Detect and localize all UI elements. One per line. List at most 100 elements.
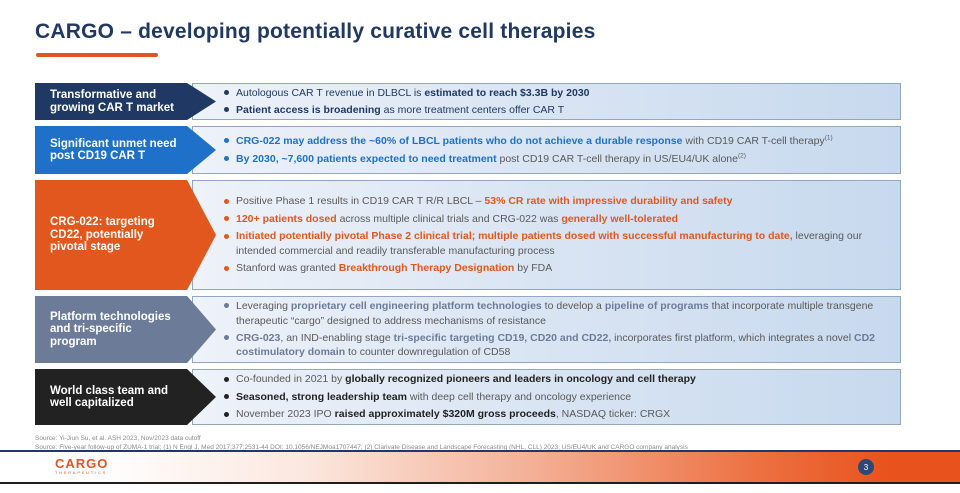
cargo-logo: CARGO THERAPEUTICS	[55, 457, 108, 475]
bullet-text: Positive Phase 1 results in CD19 CAR T R…	[236, 195, 732, 207]
bullet-text: Autologous CAR T revenue in DLBCL is est…	[236, 87, 590, 99]
page-number: 3	[863, 462, 869, 472]
bullet-item: By 2030, ~7,600 patients expected to nee…	[223, 152, 888, 166]
bullet-text: CRG-023, an IND-enabling stage tri-speci…	[236, 332, 875, 358]
text-segment: pipeline of programs	[604, 300, 709, 313]
footer-bar: CARGO THERAPEUTICS 3	[0, 452, 960, 482]
bullet-item: CRG-022 may address the ~60% of LBCL pat…	[223, 134, 888, 148]
title-underline	[36, 53, 158, 57]
footnotes: Source: Yi-Jiun Su, et al. ASH 2023, Nov…	[35, 434, 688, 452]
footnote-line-2: Source: Five-year follow-up of ZUMA-1 tr…	[35, 444, 688, 452]
bullet-list: Autologous CAR T revenue in DLBCL is est…	[193, 80, 900, 124]
bullet-item: Initiated potentially pivotal Phase 2 cl…	[223, 229, 888, 258]
row-arrow: Transformative and growing CAR T market	[35, 83, 216, 120]
text-segment: , an IND-enabling stage	[280, 332, 394, 344]
text-segment: estimated to reach $3.3B by 2030	[424, 86, 590, 99]
feature-row: CRG-022: targeting CD22, potentially piv…	[35, 180, 901, 290]
text-segment: with CD19 CAR T-cell therapy	[682, 135, 825, 148]
text-segment: 53% CR rate with impressive durability a…	[484, 195, 733, 208]
bullet-item: Autologous CAR T revenue in DLBCL is est…	[223, 86, 888, 100]
text-segment: globally recognized pioneers and leaders…	[345, 373, 696, 386]
bullet-list: Leveraging proprietary cell engineering …	[193, 293, 900, 366]
text-segment: Leveraging	[236, 300, 291, 313]
text-segment: Patient access is broadening	[236, 104, 381, 116]
bullet-dot-icon	[224, 155, 229, 161]
bullet-item: Stanford was granted Breakthrough Therap…	[223, 261, 888, 275]
text-segment: generally well-tolerated	[561, 212, 679, 225]
row-content-box: Co-founded in 2021 by globally recognize…	[192, 369, 901, 425]
bullet-dot-icon	[224, 138, 229, 144]
bottom-border-line	[0, 482, 960, 484]
logo-wordmark: CARGO	[55, 456, 109, 471]
bullet-dot-icon	[224, 216, 229, 222]
text-segment: Breakthrough Therapy Designation	[338, 262, 515, 275]
text-segment: 120+ patients dosed	[236, 212, 337, 225]
bullet-text: Seasoned, strong leadership team with de…	[236, 391, 631, 403]
text-segment: post CD19 CAR T-cell therapy in US/EU4/U…	[496, 152, 738, 165]
footer-separator-line	[0, 450, 960, 452]
bullet-list: Co-founded in 2021 by globally recognize…	[193, 366, 900, 427]
bullet-text: Co-founded in 2021 by globally recognize…	[236, 373, 696, 385]
bullet-item: November 2023 IPO raised approximately $…	[223, 407, 888, 421]
slide-title: CARGO – developing potentially curative …	[35, 20, 596, 43]
page-number-badge: 3	[858, 459, 874, 475]
bullet-item: Seasoned, strong leadership team with de…	[223, 390, 888, 404]
text-segment: CRG-023	[236, 332, 281, 344]
bullet-text: Initiated potentially pivotal Phase 2 cl…	[236, 230, 862, 256]
feature-row: World class team and well capitalized Co-…	[35, 369, 901, 425]
feature-row: Significant unmet need post CD19 CAR T CR…	[35, 126, 901, 174]
text-segment: , NASDAQ ticker: CRGX	[555, 408, 671, 421]
bullet-dot-icon	[224, 303, 229, 309]
text-segment: as more treatment centers offer CAR T	[380, 104, 565, 116]
bullet-dot-icon	[224, 198, 229, 204]
row-content-box: Autologous CAR T revenue in DLBCL is est…	[192, 83, 901, 120]
row-arrow-label: Platform technologies and tri-specific p…	[50, 310, 171, 348]
text-segment: with deep cell therapy and oncology expe…	[406, 390, 632, 403]
bullet-text: 120+ patients dosed across multiple clin…	[236, 213, 678, 225]
text-segment: across multiple clinical trials and CRG-…	[336, 212, 562, 225]
text-segment: Stanford was granted	[236, 262, 339, 275]
logo-subtitle: THERAPEUTICS	[55, 470, 108, 475]
text-segment: Co-founded in 2021 by	[236, 373, 346, 386]
row-content-box: CRG-022 may address the ~60% of LBCL pat…	[192, 126, 901, 174]
bullet-item: Leveraging proprietary cell engineering …	[223, 299, 888, 328]
row-arrow: World class team and well capitalized	[35, 369, 216, 425]
text-segment: by FDA	[514, 262, 553, 275]
text-segment: that incorporate multiple transgene ther…	[236, 300, 874, 327]
bullet-dot-icon	[224, 233, 229, 239]
row-content-box: Leveraging proprietary cell engineering …	[192, 296, 901, 363]
row-arrow-label: Significant unmet need post CD19 CAR T	[50, 137, 177, 162]
text-segment: (2)	[738, 152, 746, 159]
bullet-item: CRG-023, an IND-enabling stage tri-speci…	[223, 331, 888, 360]
bullet-item: Positive Phase 1 results in CD19 CAR T R…	[223, 194, 888, 208]
bullet-dot-icon	[224, 376, 229, 382]
text-segment: Initiated potentially pivotal Phase 2 cl…	[236, 230, 793, 243]
feature-row: Transformative and growing CAR T market A…	[35, 83, 901, 120]
row-arrow-label: World class team and well capitalized	[50, 384, 169, 409]
bullet-item: 120+ patients dosed across multiple clin…	[223, 212, 888, 226]
text-segment: By 2030, ~7,600 patients expected to nee…	[236, 152, 497, 165]
row-arrow-label: Transformative and growing CAR T market	[50, 89, 174, 114]
bullet-list: CRG-022 may address the ~60% of LBCL pat…	[193, 128, 900, 172]
text-segment: leveraging our intended commercial and r…	[236, 230, 863, 257]
bullet-item: Patient access is broadening as more tre…	[223, 103, 888, 117]
bullet-item: Co-founded in 2021 by globally recognize…	[223, 372, 888, 386]
feature-rows: Transformative and growing CAR T market A…	[35, 83, 901, 425]
text-segment: November 2023 IPO	[236, 408, 335, 421]
row-arrow-label: CRG-022: targeting CD22, potentially piv…	[50, 216, 155, 254]
bullet-dot-icon	[224, 394, 229, 400]
bullet-text: Patient access is broadening as more tre…	[236, 104, 564, 116]
text-segment: Autologous CAR T revenue in DLBCL is	[236, 86, 425, 99]
bullet-text: Stanford was granted Breakthrough Therap…	[236, 262, 552, 274]
text-segment: tri-specific targeting CD19, CD20 and CD…	[393, 332, 612, 344]
text-segment: Positive Phase 1 results in CD19 CAR T R…	[236, 195, 485, 208]
row-arrow: Platform technologies and tri-specific p…	[35, 296, 216, 363]
bullet-dot-icon	[224, 265, 229, 271]
text-segment: incorporates first platform, which integ…	[611, 332, 855, 344]
bullet-text: November 2023 IPO raised approximately $…	[236, 408, 670, 420]
bullet-dot-icon	[224, 411, 229, 417]
bullet-text: By 2030, ~7,600 patients expected to nee…	[236, 152, 746, 165]
row-arrow: Significant unmet need post CD19 CAR T	[35, 126, 216, 174]
bullet-dot-icon	[224, 107, 229, 113]
